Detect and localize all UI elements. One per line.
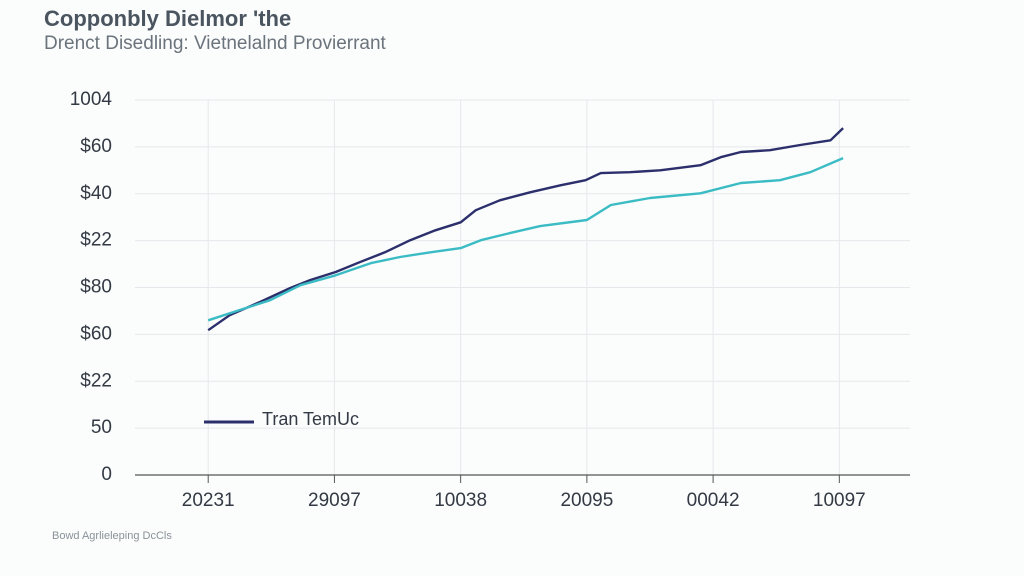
chart-subtitle: Drenct Disedling: Vietnelalnd Provierran… [44,33,387,54]
y-tick-label: 1004 [70,89,113,110]
y-tick-label: $22 [80,370,112,391]
x-tick-label: 20231 [182,490,235,511]
y-tick-label: $80 [80,277,112,298]
x-tick-label: 20095 [560,490,613,511]
y-tick-label: 50 [91,417,112,438]
x-tick-label: 29097 [308,490,361,511]
x-tick-label: 10097 [813,490,866,511]
y-tick-label: 0 [101,464,112,485]
y-tick-label: $40 [80,183,112,204]
line-series [207,127,844,332]
y-tick-label: $60 [80,323,112,344]
y-tick-label: $60 [80,136,112,157]
y-tick-label: $22 [80,230,112,251]
line-series [207,156,844,322]
chart-title: Copponbly Dielmor 'the [44,6,291,31]
x-tick-label: 00042 [687,490,740,511]
legend-label: Tran TemUc [262,409,359,429]
x-tick-label: 10038 [434,490,487,511]
source: Bowd Agrlieleping DcCls [52,530,172,542]
